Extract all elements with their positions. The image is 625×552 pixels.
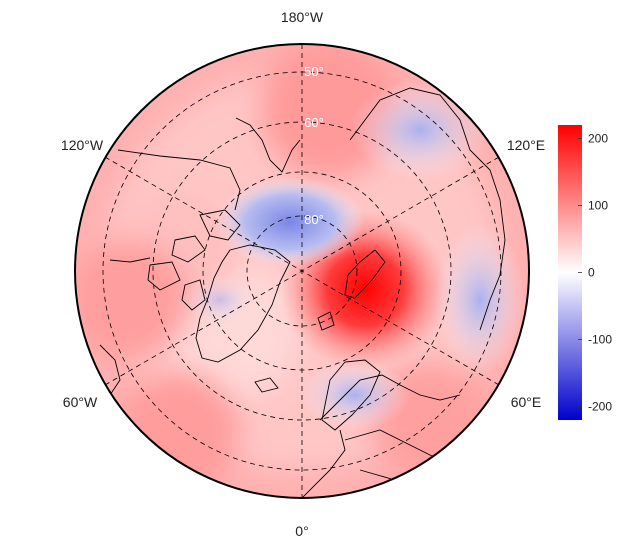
- lon-label-60w: 60°W: [63, 394, 98, 410]
- colorbar-ticks: 200 100 0 -100 -200: [578, 131, 612, 414]
- novaya-zemlya: [344, 249, 386, 299]
- lon-label-120e: 120°E: [507, 137, 545, 153]
- map-boundary: [74, 43, 530, 499]
- scandinavia-coast: [321, 359, 381, 431]
- colorbar-tick-label: -100: [588, 333, 612, 347]
- eurasia-coast: [299, 87, 506, 498]
- svalbard: [317, 311, 335, 331]
- lon-label-0: 0°: [295, 523, 308, 539]
- lat-label-50: 50°: [304, 64, 324, 79]
- lon-label-180w: 180°W: [281, 9, 324, 25]
- anomaly-negative-siberia: [435, 225, 525, 375]
- lon-label-120w: 120°W: [61, 137, 104, 153]
- lat-label-80: 80°: [304, 212, 324, 227]
- colorbar-tick-label: -200: [588, 400, 612, 414]
- anomaly-negative-canada: [185, 275, 255, 325]
- anomaly-negative-chukotka: [350, 80, 490, 180]
- coastlines: [99, 87, 506, 498]
- anomaly-field: [75, 44, 529, 498]
- lat-label-60: 60°: [304, 115, 324, 130]
- colorbar: 200 100 0 -100 -200: [558, 125, 612, 420]
- lon-label-60e: 60°E: [511, 394, 542, 410]
- alaska-coast: [235, 117, 301, 173]
- north-america-coast: [99, 149, 241, 396]
- canadian-archipelago: [147, 209, 241, 311]
- lat-circle-60: [152, 121, 452, 421]
- graticule: [102, 44, 502, 498]
- lat-circle-80: [246, 215, 358, 327]
- anomaly-negative-beaufort: [215, 177, 365, 267]
- meridian-60w-120e: [104, 156, 500, 386]
- greenland-coast: [195, 244, 291, 363]
- iceland: [254, 377, 279, 393]
- colorbar-tick-label: 200: [588, 131, 608, 145]
- colorbar-tick-label: 0: [588, 266, 595, 280]
- colorbar-tick-label: 100: [588, 198, 608, 212]
